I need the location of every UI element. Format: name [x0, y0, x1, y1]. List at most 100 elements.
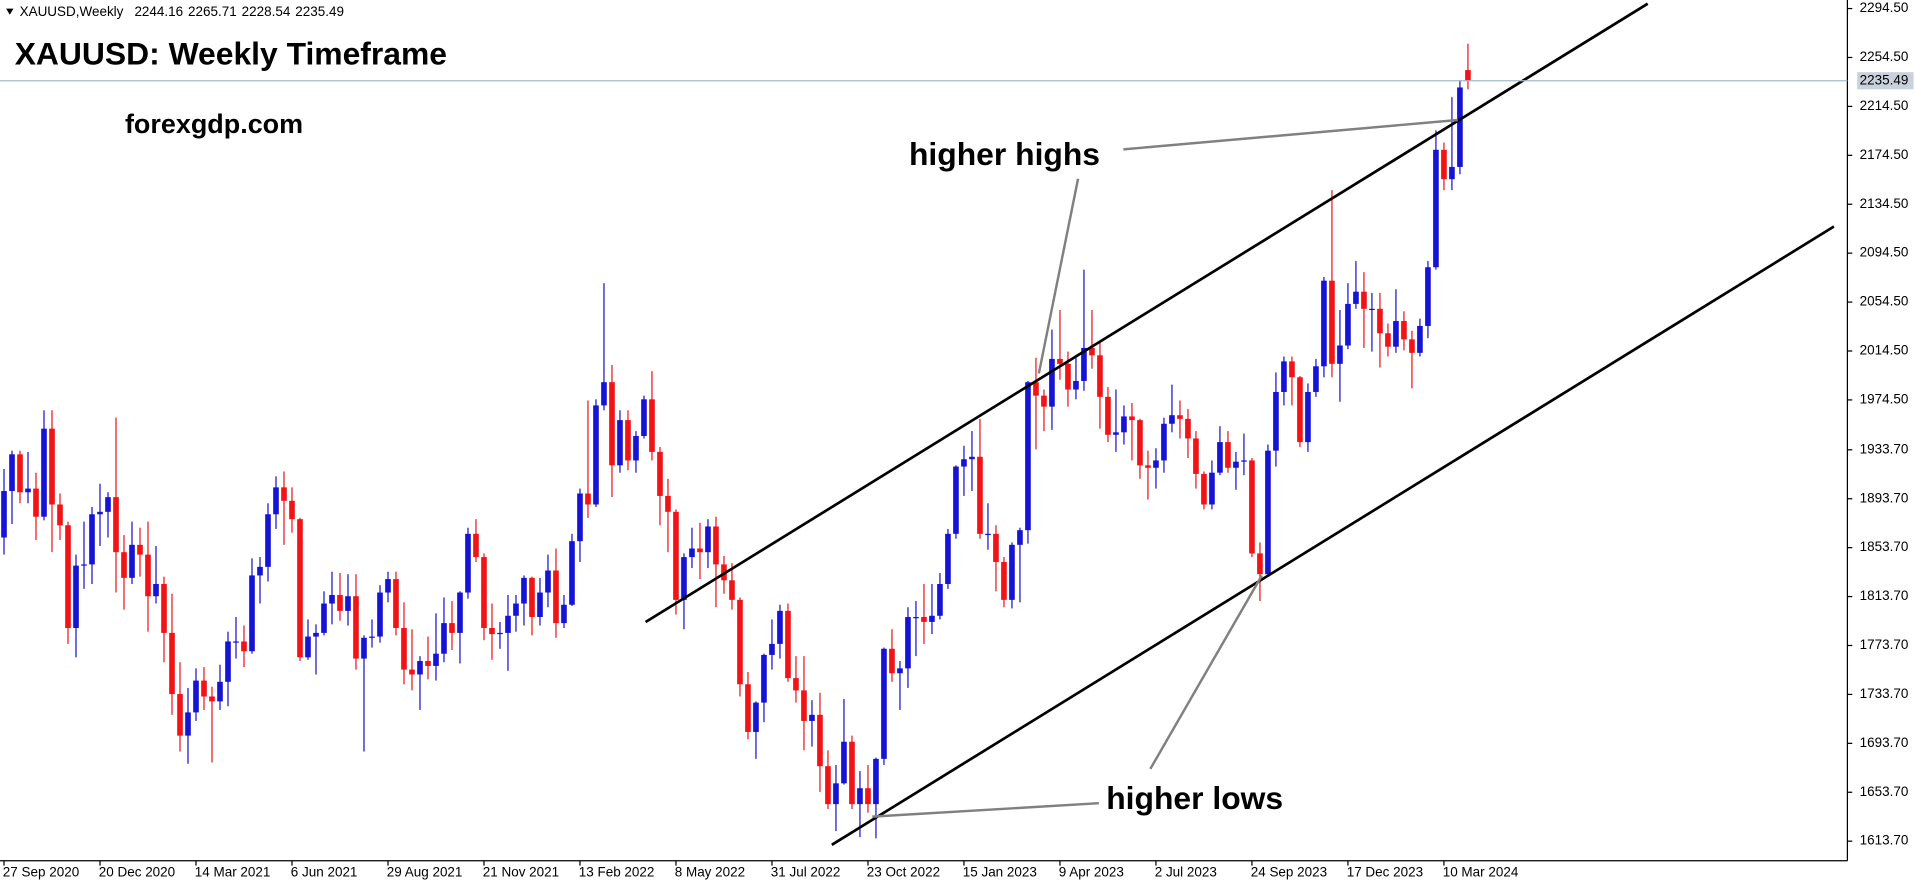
header-open: 2244.16	[134, 4, 183, 19]
candle-body	[441, 623, 447, 654]
candle-body	[449, 623, 455, 633]
candle-body	[1009, 544, 1015, 600]
header-low: 2228.54	[242, 4, 291, 19]
candle-body	[841, 741, 847, 784]
candle-body	[1233, 461, 1239, 468]
candle-body	[417, 661, 423, 675]
candle-body	[865, 788, 871, 805]
header-close: 2235.49	[295, 4, 344, 19]
candle-body	[921, 616, 927, 622]
candle-body	[145, 554, 151, 597]
candle-body	[65, 525, 71, 629]
header: XAUUSD,Weekly 2244.16 2265.71 2228.54 2235.4…	[20, 4, 344, 19]
candle-body	[649, 399, 655, 452]
candle-body	[1417, 325, 1423, 353]
candle-body	[1081, 347, 1087, 381]
candle-body	[121, 552, 127, 578]
candle-body	[969, 456, 975, 460]
candle-body	[977, 456, 983, 534]
header-high: 2265.71	[188, 4, 237, 19]
y-tick-label: 2014.50	[1860, 343, 1909, 358]
candle-body	[57, 504, 63, 526]
candle-body	[505, 615, 511, 633]
candle-body	[113, 497, 119, 553]
y-tick-label: 2054.50	[1860, 294, 1909, 309]
candle-body	[1441, 149, 1447, 180]
y-tick-label: 1813.70	[1860, 588, 1909, 603]
candle-body	[609, 382, 615, 466]
candle-body	[161, 583, 167, 633]
candle-body	[1297, 377, 1303, 443]
candle-body	[1065, 363, 1071, 390]
x-tick-label: 9 Apr 2023	[1059, 865, 1124, 880]
candle-body	[745, 684, 751, 732]
candle-body	[1345, 303, 1351, 346]
candle-body	[705, 526, 711, 553]
candle-body	[401, 628, 407, 670]
candle-body	[1001, 561, 1007, 600]
candle-body	[241, 641, 247, 652]
candle-body	[817, 714, 823, 767]
candle-body	[489, 628, 495, 635]
lower-channel-line	[831, 225, 1835, 846]
candle-body	[625, 420, 631, 461]
y-tick-label: 2294.50	[1860, 0, 1909, 15]
candle-body	[313, 632, 319, 637]
candle-body	[1265, 450, 1271, 575]
candle-body	[41, 428, 47, 517]
current-price-box	[1857, 72, 1914, 90]
candle-body	[601, 382, 607, 406]
y-tick-label: 1933.70	[1860, 441, 1909, 456]
candle-body	[689, 548, 695, 558]
candle-body	[889, 648, 895, 674]
x-tick-label: 29 Aug 2021	[387, 865, 463, 880]
candle-body	[1281, 361, 1287, 392]
x-tick-label: 23 Oct 2022	[867, 865, 940, 880]
upper-channel-line	[644, 2, 1649, 624]
candle-body	[249, 575, 255, 652]
candle-body	[97, 511, 103, 515]
candle-body	[345, 596, 351, 611]
candle-body	[761, 654, 767, 703]
candle-body	[897, 668, 903, 674]
candle-body	[713, 526, 719, 565]
candle-body	[385, 579, 391, 593]
candle-body	[585, 493, 591, 505]
candle-body	[1089, 347, 1095, 356]
candle-body	[1313, 366, 1319, 392]
candle-body	[369, 636, 375, 638]
candle-body	[129, 544, 135, 578]
chart-title: XAUUSD: Weekly Timeframe	[15, 36, 447, 72]
annotation: higher highs	[909, 136, 1100, 172]
candle-body	[1177, 415, 1183, 419]
candle-body	[337, 594, 343, 611]
candle-body	[329, 594, 335, 604]
candle-body	[825, 766, 831, 805]
candle-body	[105, 497, 111, 512]
candle-body	[1017, 530, 1023, 545]
candle-body	[73, 565, 79, 629]
candle-body	[465, 533, 471, 593]
x-tick-label: 8 May 2022	[675, 865, 745, 880]
candle-body	[697, 548, 703, 553]
candle-body	[513, 603, 519, 616]
candle-body	[737, 599, 743, 685]
annotation: higher lows	[1106, 780, 1283, 816]
candle-body	[1385, 333, 1391, 347]
candle-body	[793, 678, 799, 691]
candle-body	[137, 544, 143, 555]
y-tick-label: 2094.50	[1860, 245, 1909, 260]
candle-body	[665, 495, 671, 512]
x-tick-label: 21 Nov 2021	[483, 865, 559, 880]
candle-body	[1217, 442, 1223, 473]
candle-body	[1305, 391, 1311, 443]
candle-body	[1425, 267, 1431, 326]
candle-body	[1121, 416, 1127, 433]
candle-body	[537, 592, 543, 617]
candle-body	[1169, 415, 1175, 424]
candle-body	[905, 616, 911, 669]
candle-body	[193, 680, 199, 713]
candle-body	[1153, 460, 1159, 468]
